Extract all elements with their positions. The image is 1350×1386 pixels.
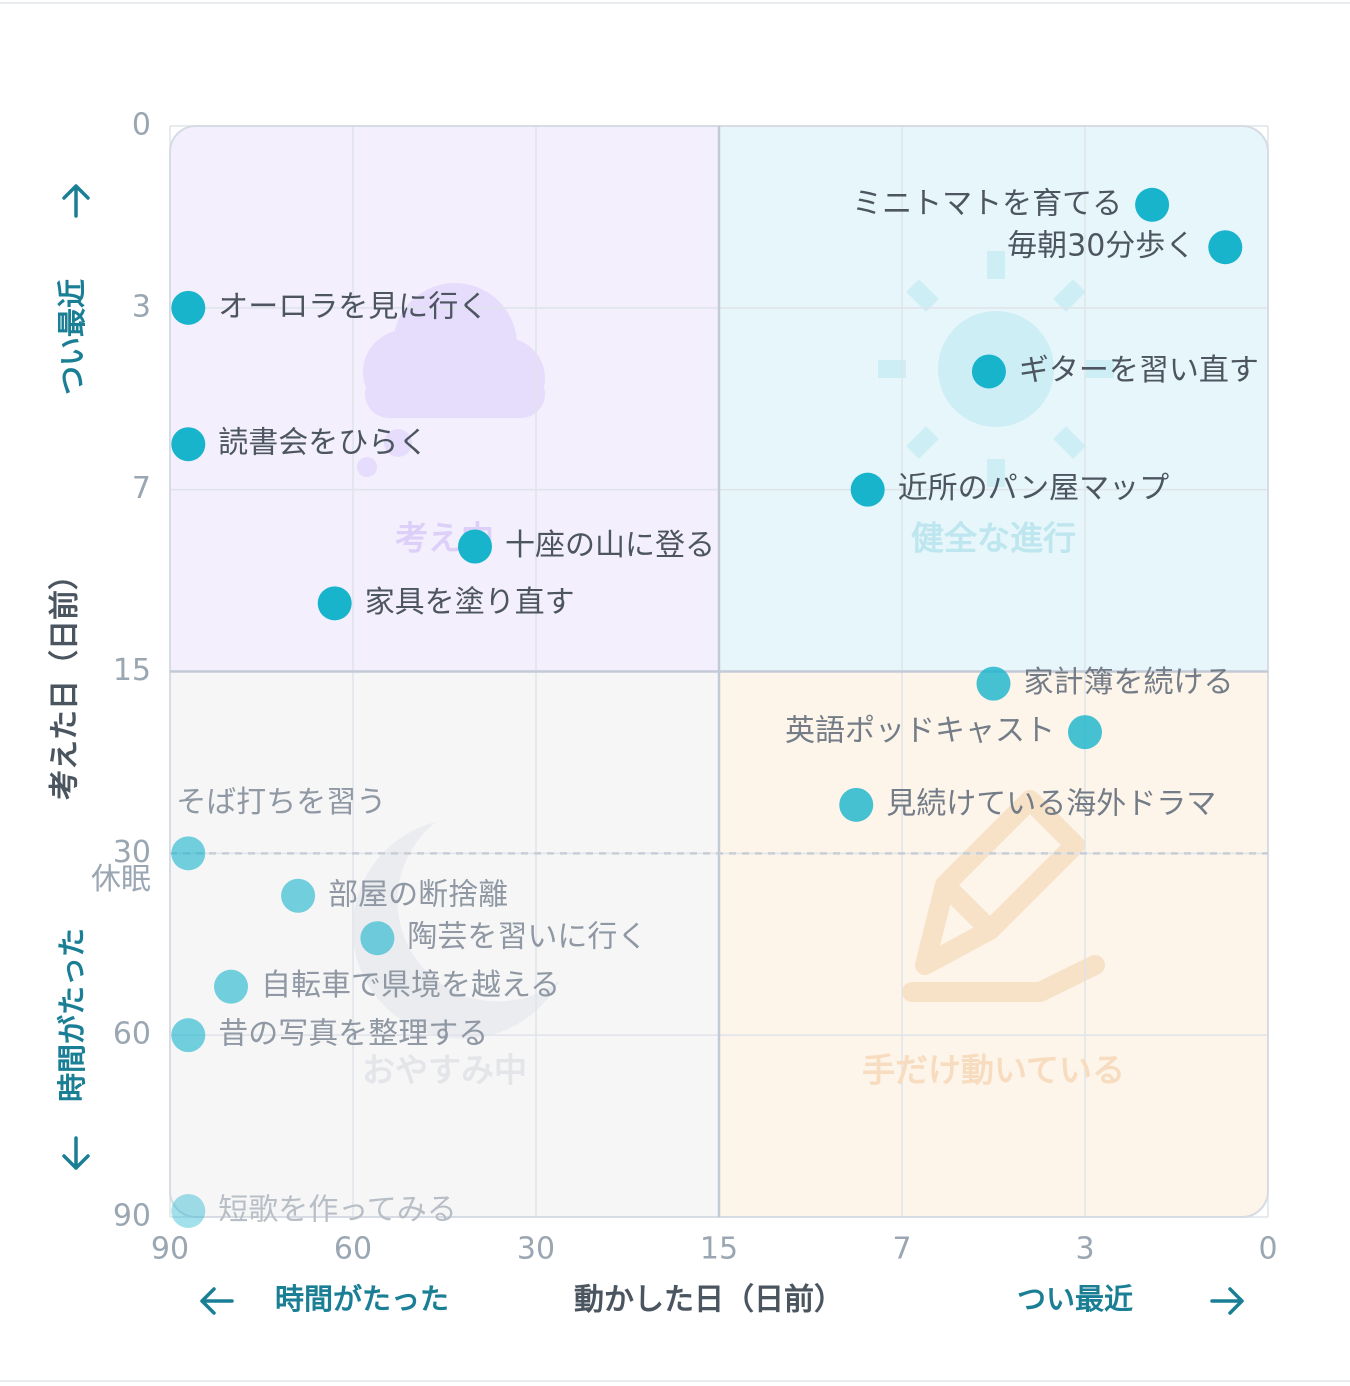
point-label: 家計簿を続ける — [1024, 665, 1234, 700]
point-marker[interactable] — [281, 878, 316, 913]
point-label: 部屋の断捨離 — [328, 877, 508, 912]
point-label: 見続けている海外ドラマ — [886, 786, 1216, 821]
quadrant-bg — [719, 671, 1268, 1217]
x-tick-label: 90 — [151, 1232, 189, 1267]
point-marker[interactable] — [171, 290, 206, 325]
y-tick-label: 60 — [113, 1017, 151, 1052]
arrow-left-icon — [200, 1287, 234, 1315]
data-point[interactable]: そば打ちを習う — [171, 785, 386, 871]
point-label: 陶芸を習いに行く — [407, 920, 647, 955]
arrow-up-icon — [62, 184, 90, 218]
point-marker[interactable] — [360, 921, 395, 956]
point-label: 昔の写真を整理する — [218, 1017, 488, 1052]
point-marker[interactable] — [171, 427, 206, 462]
point-label: 英語ポッドキャスト — [785, 714, 1055, 749]
data-point[interactable]: 部屋の断捨離 — [281, 877, 508, 913]
y-tick-label: 7 — [132, 471, 151, 506]
y-tick-label: 90 — [113, 1199, 151, 1234]
pencil-icon — [902, 790, 1105, 1002]
point-label: オーロラを見に行く — [218, 289, 488, 324]
x-tick-label: 3 — [1075, 1232, 1094, 1267]
point-marker[interactable] — [171, 836, 206, 871]
y-axis-bottom-label: 時間がたった — [55, 928, 89, 1102]
x-tick-label: 60 — [334, 1232, 372, 1267]
data-point[interactable]: ギターを習い直す — [971, 353, 1259, 389]
point-marker[interactable] — [458, 529, 492, 564]
point-label: 自転車で県境を越える — [261, 968, 560, 1003]
point-label: ギターを習い直す — [1019, 353, 1259, 388]
point-label: そば打ちを習う — [176, 785, 386, 820]
x-tick-label: 15 — [700, 1232, 738, 1267]
point-marker[interactable] — [1068, 715, 1102, 750]
point-marker[interactable] — [1135, 187, 1170, 222]
point-label: 近所のパン屋マップ — [898, 471, 1170, 506]
x-axis-right-label: つい最近 — [1017, 1282, 1133, 1316]
quadrant-bg — [170, 671, 719, 1217]
data-point[interactable]: 短歌を作ってみる — [171, 1192, 457, 1228]
point-marker[interactable] — [171, 1018, 206, 1053]
x-tick-label: 30 — [517, 1232, 555, 1267]
bottom-divider — [0, 1380, 1350, 1382]
x-tick-label: 7 — [892, 1232, 911, 1267]
y-tick-label: 30 — [113, 835, 151, 870]
x-axis-left-label: 時間がたった — [275, 1282, 449, 1316]
data-point[interactable]: 昔の写真を整理する — [171, 1017, 488, 1053]
data-point[interactable]: 見続けている海外ドラマ — [839, 786, 1216, 822]
arrow-right-icon — [1210, 1287, 1244, 1315]
point-marker[interactable] — [971, 354, 1006, 389]
y-axis-title: 考えた日（日前） — [48, 560, 83, 800]
point-marker[interactable] — [839, 787, 874, 822]
point-label: ミニトマトを育てる — [852, 186, 1122, 221]
point-marker[interactable] — [317, 586, 352, 621]
y-tick-label: 3 — [132, 289, 151, 324]
data-point[interactable]: 自転車で県境を越える — [214, 968, 560, 1004]
y-tick-label: 15 — [113, 653, 151, 688]
data-point[interactable]: 家計簿を続ける — [976, 665, 1234, 701]
point-label: 家具を塗り直す — [365, 585, 575, 620]
point-label: 毎朝30分歩く — [1007, 229, 1195, 264]
point-marker[interactable] — [171, 1193, 206, 1228]
data-point[interactable]: 家具を塗り直す — [317, 585, 575, 621]
data-point[interactable]: 英語ポッドキャスト — [785, 714, 1102, 750]
x-axis-title: 動かした日（日前） — [574, 1283, 844, 1318]
data-point[interactable]: 毎朝30分歩く — [1007, 229, 1243, 265]
y-tick-label: 0 — [132, 108, 151, 143]
point-marker[interactable] — [976, 666, 1011, 701]
quadrant-label: 健全な進行 — [911, 519, 1076, 558]
data-point[interactable]: 読書会をひらく — [171, 426, 428, 462]
data-point[interactable]: オーロラを見に行く — [171, 289, 488, 325]
y-axis-top-label: つい最近 — [55, 279, 89, 395]
quadrant-label: 手だけ動いている — [862, 1051, 1125, 1090]
x-tick-label: 0 — [1258, 1232, 1277, 1267]
top-divider — [0, 2, 1350, 4]
point-label: 読書会をひらく — [218, 426, 428, 461]
data-point[interactable]: ミニトマトを育てる — [852, 186, 1170, 222]
arrow-down-icon — [62, 1136, 90, 1170]
point-marker[interactable] — [214, 969, 248, 1004]
sun-icon — [878, 251, 1114, 487]
data-point[interactable]: 陶芸を習いに行く — [360, 920, 647, 956]
point-marker[interactable] — [1208, 230, 1243, 265]
point-label: 十座の山に登る — [505, 528, 715, 563]
moon-icon — [352, 822, 560, 1039]
data-point[interactable]: 十座の山に登る — [458, 528, 715, 564]
point-marker[interactable] — [850, 472, 885, 507]
point-label: 短歌を作ってみる — [218, 1192, 456, 1227]
cloud-icon — [357, 283, 545, 477]
quadrant-label: おやすみ中 — [362, 1051, 527, 1090]
dormant-threshold-label: 休眠 — [91, 862, 151, 897]
data-point[interactable]: 近所のパン屋マップ — [850, 471, 1170, 507]
